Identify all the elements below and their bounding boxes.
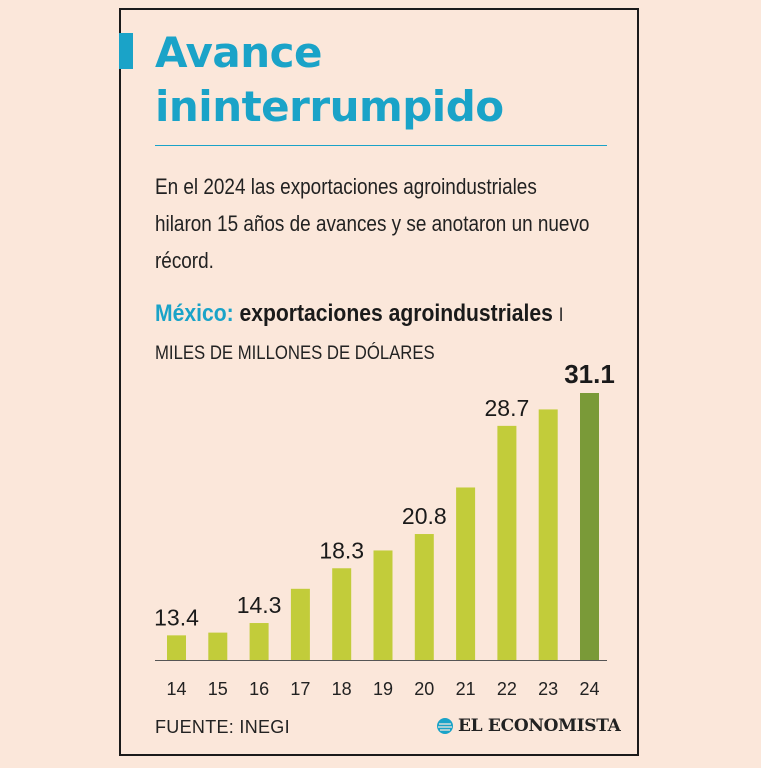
bar-19 <box>373 550 393 660</box>
bar-17 <box>290 588 310 660</box>
x-tick-label-22: 22 <box>497 679 517 699</box>
chart-title-units: MILES DE MILLONES DE DÓLARES <box>155 343 435 364</box>
x-tick-label-17: 17 <box>290 679 310 699</box>
card-frame <box>119 8 639 756</box>
bar-24 <box>580 393 599 660</box>
bar-23 <box>538 409 558 660</box>
x-tick-label-15: 15 <box>208 679 228 699</box>
bar-16 <box>249 623 269 660</box>
x-tick-label-21: 21 <box>456 679 476 699</box>
chart-title-separator: I <box>558 305 564 326</box>
x-tick-label-19: 19 <box>373 679 393 699</box>
bar-15 <box>208 632 228 660</box>
data-label-16: 14.3 <box>237 592 282 618</box>
accent-bar <box>119 33 133 69</box>
x-tick-label-20: 20 <box>414 679 434 699</box>
data-label-14: 13.4 <box>154 604 199 630</box>
x-tick-label-23: 23 <box>538 679 558 699</box>
bar-21 <box>456 487 476 660</box>
data-label-18: 18.3 <box>319 537 364 563</box>
bar-14 <box>167 635 186 660</box>
bar-22 <box>497 425 517 660</box>
data-label-20: 20.8 <box>402 503 447 529</box>
x-tick-label-18: 18 <box>332 679 352 699</box>
page-title: Avance ininterrumpido <box>155 28 504 131</box>
x-tick-label-16: 16 <box>249 679 269 699</box>
bar-20 <box>414 534 434 660</box>
x-tick-label-24: 24 <box>579 679 599 699</box>
brand-name: EL ECONOMISTA <box>458 716 621 736</box>
subtitle: En el 2024 las exportaciones agroindustr… <box>155 174 590 273</box>
globe-icon <box>437 718 453 734</box>
brand: EL ECONOMISTA <box>436 716 621 736</box>
data-label-22: 28.7 <box>485 395 530 421</box>
x-tick-label-14: 14 <box>166 679 186 699</box>
bar-18 <box>332 568 352 660</box>
chart-title-series: exportaciones agroindustriales <box>239 300 553 327</box>
source-note: FUENTE: INEGI <box>155 717 290 737</box>
title-divider <box>155 145 607 146</box>
chart-title-country: México: <box>155 300 234 327</box>
chart-title: México: exportaciones agroindustriales I… <box>155 296 569 372</box>
data-label-24: 31.1 <box>564 359 615 389</box>
